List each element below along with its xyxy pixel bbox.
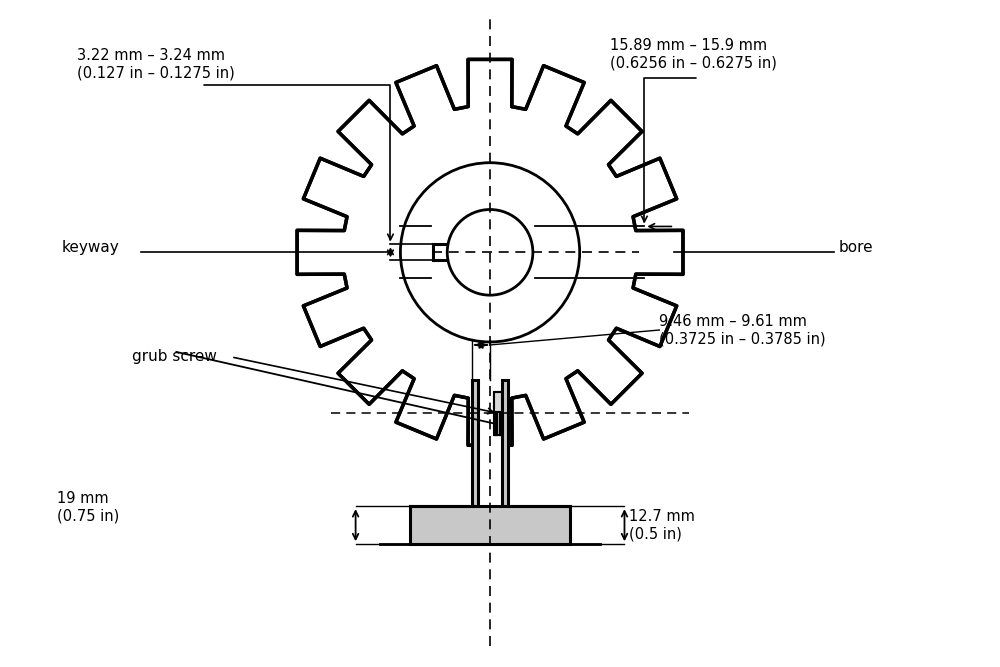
Text: 19 mm
(0.75 in): 19 mm (0.75 in) <box>57 491 119 524</box>
Polygon shape <box>297 59 683 446</box>
Text: 12.7 mm
(0.5 in): 12.7 mm (0.5 in) <box>629 509 695 542</box>
Text: 3.22 mm – 3.24 mm
(0.127 in – 0.1275 in): 3.22 mm – 3.24 mm (0.127 in – 0.1275 in) <box>77 48 235 81</box>
Text: 9.46 mm – 9.61 mm
(0.3725 in – 0.3785 in): 9.46 mm – 9.61 mm (0.3725 in – 0.3785 in… <box>659 313 826 346</box>
Text: grub screw: grub screw <box>132 350 216 364</box>
Bar <box>502 380 508 506</box>
Bar <box>410 506 570 544</box>
Bar <box>472 380 478 506</box>
Text: bore: bore <box>839 240 873 255</box>
Bar <box>494 392 502 412</box>
Bar <box>478 380 502 506</box>
Text: keyway: keyway <box>62 240 120 255</box>
Bar <box>494 392 502 435</box>
Text: 15.89 mm – 15.9 mm
(0.6256 in – 0.6275 in): 15.89 mm – 15.9 mm (0.6256 in – 0.6275 i… <box>610 38 776 71</box>
